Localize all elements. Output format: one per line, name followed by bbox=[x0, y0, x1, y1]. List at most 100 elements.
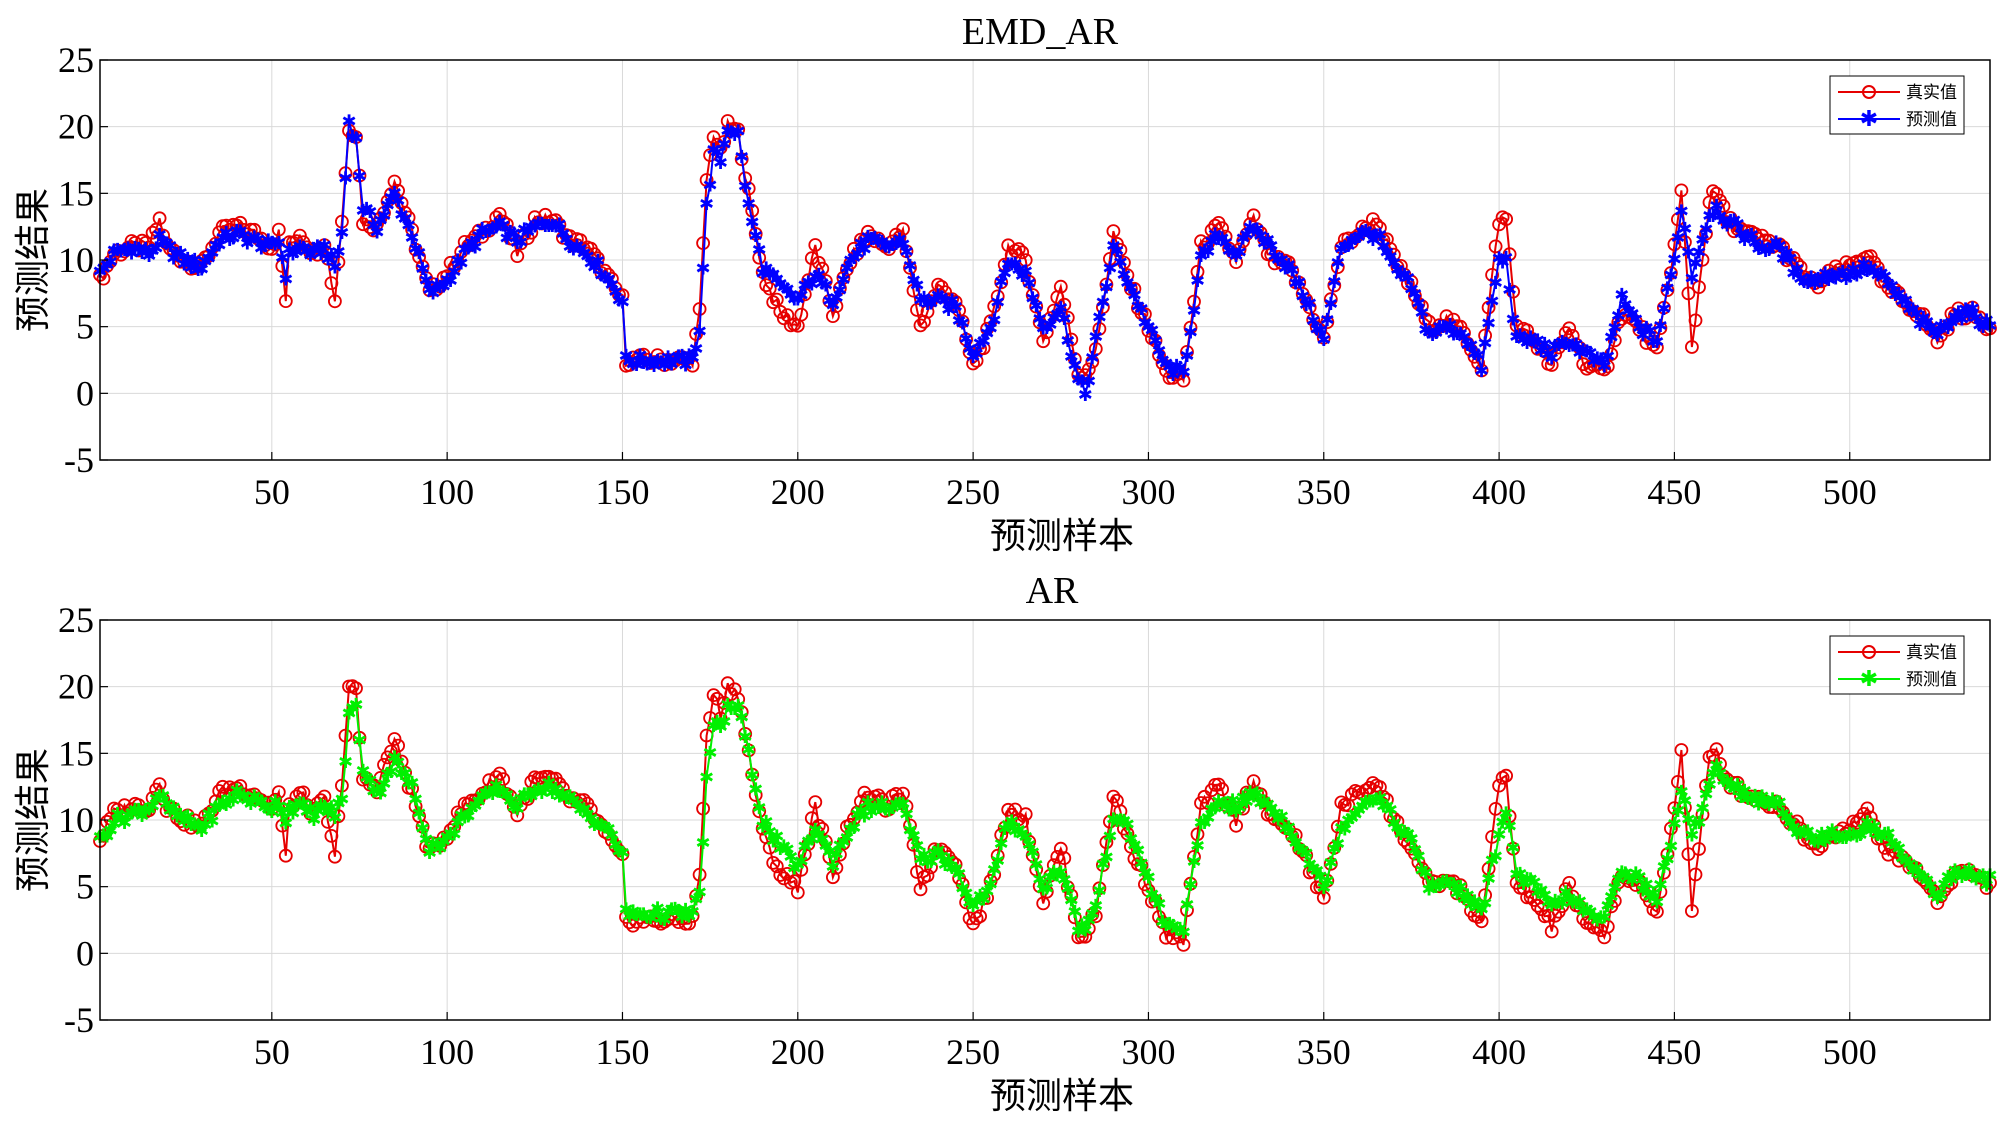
data-point-predicted: ✱ bbox=[959, 329, 974, 350]
data-point-predicted: ✱ bbox=[1215, 228, 1230, 249]
data-point-predicted: ✱ bbox=[170, 244, 185, 265]
data-point-actual bbox=[268, 237, 283, 252]
data-point-predicted: ✱ bbox=[941, 300, 956, 321]
x-tick-label: 200 bbox=[771, 1032, 825, 1072]
data-point-actual bbox=[1274, 256, 1289, 271]
data-point-actual bbox=[994, 275, 1009, 290]
data-point-predicted: ✱ bbox=[1271, 250, 1286, 271]
data-point-predicted: ✱ bbox=[1176, 363, 1191, 384]
data-point-predicted: ✱ bbox=[990, 293, 1005, 314]
data-point-predicted: ✱ bbox=[1600, 346, 1615, 367]
data-point-predicted: ✱ bbox=[506, 224, 521, 245]
data-point-predicted: ✱ bbox=[1421, 323, 1436, 344]
data-point-predicted: ✱ bbox=[327, 257, 342, 278]
data-point-actual bbox=[913, 318, 928, 333]
legend-marker-predicted: ✱ bbox=[1860, 667, 1878, 692]
data-point-predicted: ✱ bbox=[790, 289, 805, 310]
data-point-actual bbox=[689, 327, 703, 341]
data-point-predicted: ✱ bbox=[524, 218, 539, 239]
data-point-predicted: ✱ bbox=[348, 695, 363, 716]
data-point-actual bbox=[408, 242, 423, 257]
data-point-predicted: ✱ bbox=[545, 216, 560, 237]
data-point-predicted: ✱ bbox=[569, 236, 584, 257]
data-point-predicted: ✱ bbox=[1029, 296, 1044, 317]
data-point-predicted: ✱ bbox=[1327, 272, 1342, 293]
y-tick-label: 20 bbox=[58, 107, 94, 147]
data-point-actual bbox=[450, 254, 465, 269]
data-point-predicted: ✱ bbox=[885, 235, 900, 256]
data-point-predicted: ✱ bbox=[811, 265, 826, 286]
data-point-predicted: ✱ bbox=[415, 259, 430, 280]
data-point-predicted: ✱ bbox=[583, 254, 598, 275]
data-point-predicted: ✱ bbox=[485, 219, 500, 240]
data-point-predicted: ✱ bbox=[615, 292, 630, 313]
data-point-predicted: ✱ bbox=[513, 233, 528, 254]
data-point-predicted: ✱ bbox=[839, 259, 854, 280]
data-point-predicted: ✱ bbox=[916, 288, 931, 309]
data-point-predicted: ✱ bbox=[994, 272, 1009, 293]
data-point-predicted: ✱ bbox=[1141, 317, 1156, 338]
x-axis-label: 预测样本 bbox=[990, 516, 1134, 557]
data-point-predicted: ✱ bbox=[1348, 229, 1363, 250]
y-tick-label: 25 bbox=[58, 600, 94, 640]
data-point-predicted: ✱ bbox=[352, 166, 367, 187]
data-point-predicted: ✱ bbox=[1478, 894, 1493, 915]
data-point-actual bbox=[1958, 311, 1973, 326]
y-tick-label: 10 bbox=[58, 800, 94, 840]
data-point-predicted: ✱ bbox=[1102, 259, 1117, 280]
data-point-predicted: ✱ bbox=[1481, 869, 1496, 890]
data-point-predicted: ✱ bbox=[1390, 260, 1405, 281]
data-point-predicted: ✱ bbox=[706, 140, 721, 161]
data-point-predicted: ✱ bbox=[243, 230, 258, 251]
data-point-predicted: ✱ bbox=[331, 242, 346, 263]
data-point-predicted: ✱ bbox=[440, 270, 455, 291]
data-point-actual bbox=[1488, 239, 1503, 254]
data-point-predicted: ✱ bbox=[1050, 304, 1065, 325]
data-point-predicted: ✱ bbox=[447, 262, 462, 283]
data-point-predicted: ✱ bbox=[1085, 348, 1100, 369]
data-point-predicted: ✱ bbox=[738, 176, 753, 197]
data-point-actual bbox=[103, 254, 118, 269]
data-point-actual bbox=[257, 238, 272, 253]
data-point-predicted: ✱ bbox=[555, 224, 570, 245]
data-point-actual bbox=[1776, 240, 1790, 255]
data-point-predicted: ✱ bbox=[923, 294, 938, 315]
data-point-actual bbox=[1232, 242, 1247, 257]
data-point-predicted: ✱ bbox=[282, 239, 297, 260]
data-point-actual bbox=[1667, 237, 1682, 252]
data-point-actual bbox=[685, 358, 700, 373]
data-point-predicted: ✱ bbox=[734, 708, 749, 729]
data-point-predicted: ✱ bbox=[818, 275, 833, 296]
y-tick-label: 5 bbox=[76, 307, 94, 347]
data-point-predicted: ✱ bbox=[1316, 330, 1331, 351]
data-point-predicted: ✱ bbox=[769, 270, 784, 291]
data-point-predicted: ✱ bbox=[615, 843, 630, 864]
data-point-predicted: ✱ bbox=[1081, 372, 1096, 393]
data-point-predicted: ✱ bbox=[1344, 230, 1359, 251]
data-point-predicted: ✱ bbox=[1369, 226, 1384, 247]
data-point-actual bbox=[510, 249, 525, 264]
data-point-actual bbox=[1604, 347, 1619, 362]
data-point-actual bbox=[892, 230, 907, 245]
data-point-predicted: ✱ bbox=[1281, 255, 1296, 276]
data-point-predicted: ✱ bbox=[1099, 847, 1114, 868]
data-point-actual bbox=[489, 210, 504, 225]
y-tick-label: -5 bbox=[64, 440, 94, 480]
x-tick-label: 50 bbox=[254, 1032, 290, 1072]
data-point-actual bbox=[836, 270, 851, 285]
data-point-predicted: ✱ bbox=[492, 212, 507, 233]
data-point-predicted: ✱ bbox=[394, 205, 409, 226]
chart-ar: AR ✱✱✱✱✱✱✱✱✱✱✱✱✱✱✱✱✱✱✱✱✱✱✱✱✱✱✱✱✱✱✱✱✱✱✱✱✱… bbox=[13, 570, 1998, 1117]
data-point-predicted: ✱ bbox=[566, 240, 581, 261]
data-point-predicted: ✱ bbox=[1113, 253, 1128, 274]
data-point-predicted: ✱ bbox=[1428, 323, 1443, 344]
data-point-actual bbox=[1499, 212, 1513, 227]
data-point-actual bbox=[594, 266, 609, 280]
data-point-actual bbox=[152, 211, 167, 226]
data-point-predicted: ✱ bbox=[219, 223, 234, 244]
data-point-predicted: ✱ bbox=[499, 229, 514, 250]
data-point-predicted: ✱ bbox=[773, 274, 788, 295]
data-point-actual bbox=[1053, 279, 1068, 294]
data-point-actual bbox=[804, 251, 819, 266]
